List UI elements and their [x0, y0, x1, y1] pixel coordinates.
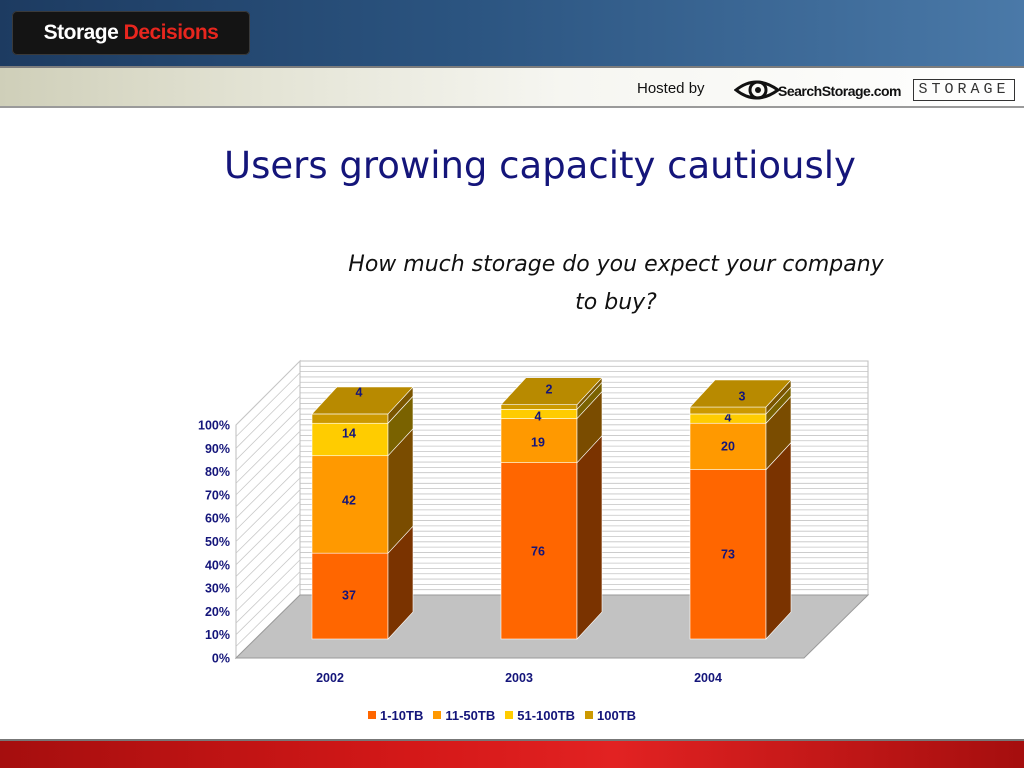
legend-swatch [505, 711, 513, 719]
bar-2004-100TB [690, 407, 766, 414]
bar-2003-100TB [501, 405, 577, 410]
searchstorage-logo: SearchStorage.com [778, 83, 901, 99]
legend-label: 100TB [597, 708, 636, 723]
bar-side-2004-1-10TB [766, 443, 791, 639]
legend-swatch [433, 711, 441, 719]
data-label: 73 [721, 548, 735, 562]
survey-question-line2: to buy? [296, 284, 936, 322]
y-tick-label: 80% [205, 465, 230, 479]
logo-word-storage: Storage [44, 21, 119, 44]
y-tick-label: 10% [205, 628, 230, 642]
bar-side-2003-1-10TB [577, 436, 602, 639]
data-label: 14 [342, 427, 356, 441]
y-tick-label: 20% [205, 605, 230, 619]
y-tick-label: 90% [205, 442, 230, 456]
survey-question: How much storage do you expect your comp… [296, 246, 936, 322]
survey-question-line1: How much storage do you expect your comp… [296, 246, 936, 284]
y-tick-label: 30% [205, 582, 230, 596]
data-label: 2 [546, 383, 553, 397]
x-tick-label: 2004 [694, 671, 722, 685]
legend-label: 1-10TB [380, 708, 423, 723]
legend-swatch [585, 711, 593, 719]
y-tick-label: 100% [198, 419, 230, 433]
data-label: 76 [531, 545, 545, 559]
legend-item: 51-100TB [505, 708, 575, 723]
data-label: 19 [531, 436, 545, 450]
data-label: 37 [342, 589, 356, 603]
storage-magazine-logo: STORAGE [913, 79, 1015, 101]
header-bar: Storage Decisions [0, 0, 1024, 66]
storage-decisions-logo: Storage Decisions [12, 11, 250, 55]
hosted-by-label: Hosted by [637, 80, 705, 97]
data-label: 3 [739, 390, 746, 404]
x-tick-label: 2002 [316, 671, 344, 685]
eye-icon [734, 73, 780, 107]
legend-item: 100TB [585, 708, 636, 723]
logo-word-decisions: Decisions [124, 21, 219, 44]
chart-legend: 1-10TB 11-50TB 51-100TB 100TB [368, 706, 636, 724]
y-tick-label: 0% [212, 652, 230, 666]
data-label: 4 [535, 410, 542, 424]
footer-bar [0, 741, 1024, 768]
legend-item: 1-10TB [368, 708, 423, 723]
stacked-bar-chart: 0%10%20%30%40%50%60%70%80%90%100%3742144… [0, 340, 1024, 690]
legend-label: 51-100TB [517, 708, 575, 723]
data-label: 42 [342, 494, 356, 508]
bar-2002-100TB [312, 414, 388, 423]
data-label: 4 [356, 386, 363, 400]
legend-label: 11-50TB [445, 708, 495, 723]
sponsor-divider [0, 106, 1024, 108]
y-tick-label: 40% [205, 558, 230, 572]
slide-title: Users growing capacity cautiously [0, 144, 1024, 187]
legend-item: 11-50TB [433, 708, 495, 723]
x-tick-label: 2003 [505, 671, 533, 685]
legend-swatch [368, 711, 376, 719]
y-tick-label: 70% [205, 488, 230, 502]
y-tick-label: 60% [205, 512, 230, 526]
data-label: 20 [721, 440, 735, 454]
y-tick-label: 50% [205, 535, 230, 549]
